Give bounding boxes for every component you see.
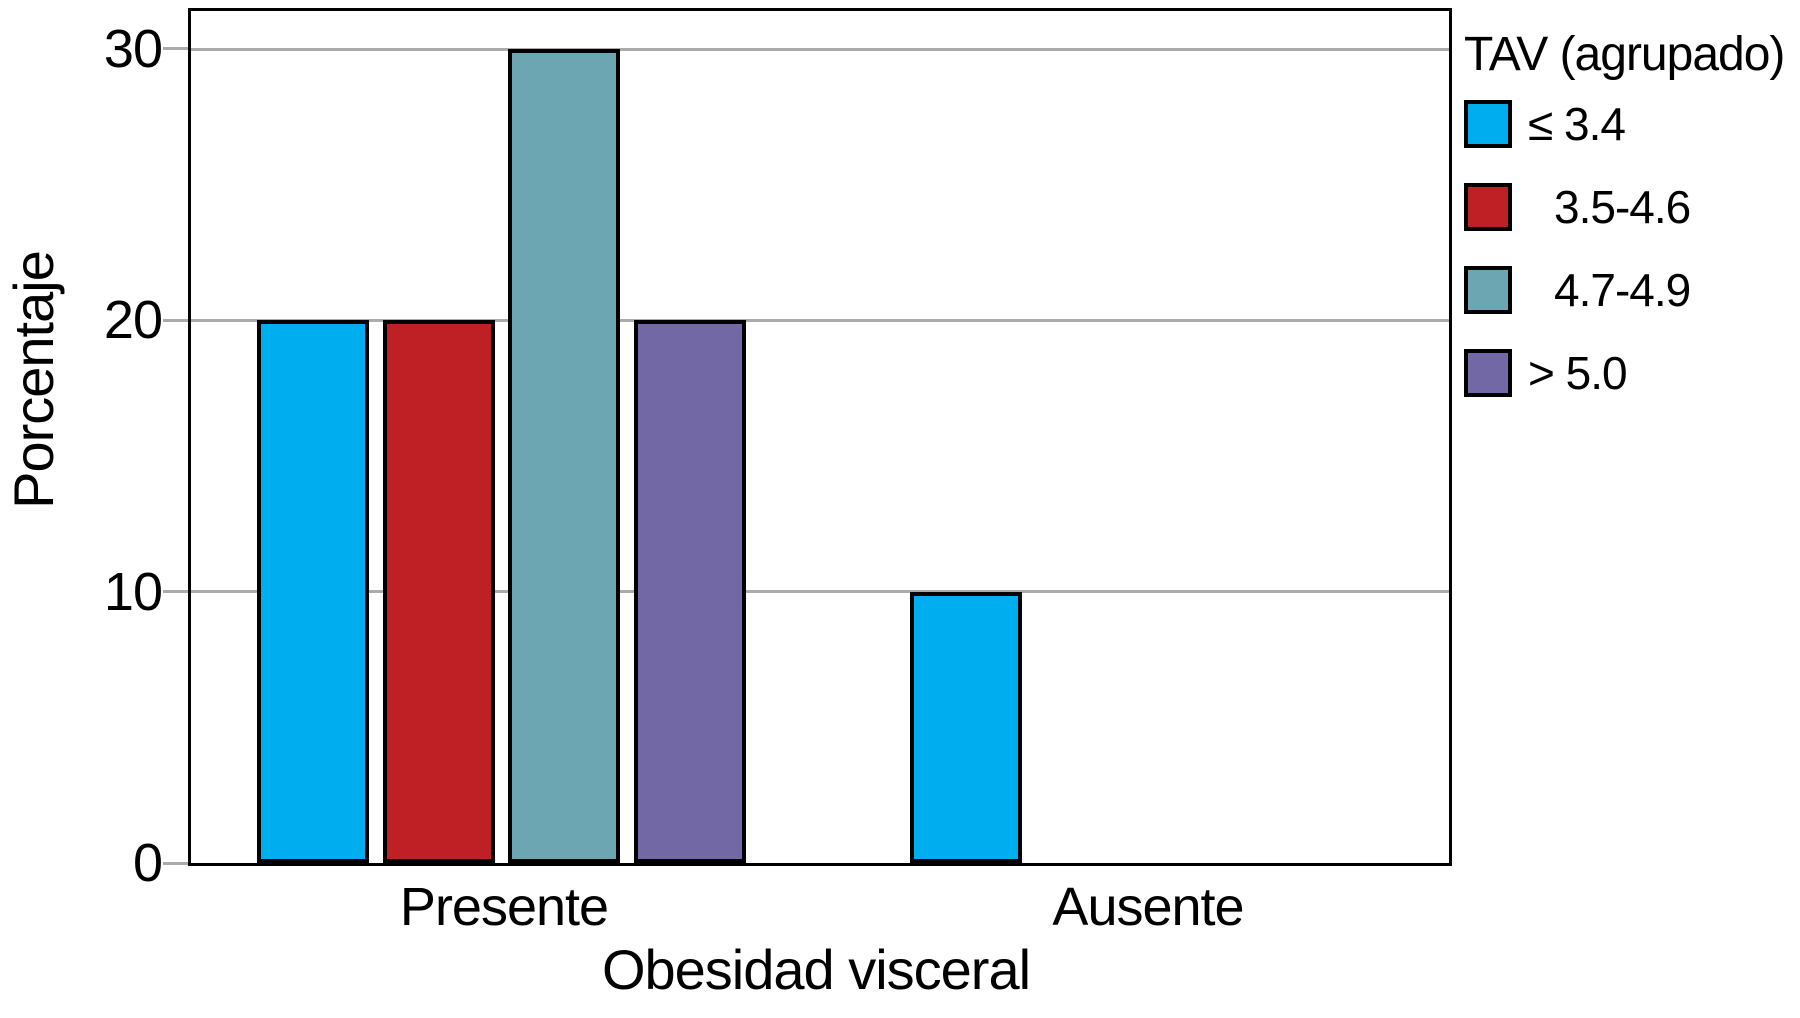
legend-swatch <box>1464 266 1512 314</box>
y-tick-0 <box>163 861 188 865</box>
bar-presente-1 <box>382 320 495 863</box>
bar-presente-0 <box>257 320 369 863</box>
legend-item: 3.5-4.6 <box>1464 181 1691 233</box>
bar-presente-2 <box>508 49 620 863</box>
legend-swatch <box>1464 349 1512 397</box>
y-tick-30 <box>163 47 188 51</box>
legend-swatch <box>1464 100 1512 148</box>
y-tick-label-10: 10 <box>103 561 163 622</box>
gridline-20 <box>191 318 1449 322</box>
x-category-label-presente: Presente <box>399 877 609 937</box>
bar-ausente-0 <box>910 591 1022 863</box>
legend-title: TAV (agrupado) <box>1464 28 1785 81</box>
x-axis-title: Obesidad visceral <box>601 938 1031 1001</box>
gridline-30 <box>191 47 1449 51</box>
legend-item: ≤ 3.4 <box>1464 98 1626 150</box>
y-tick-20 <box>163 318 188 322</box>
legend-item-label: ≤ 3.4 <box>1528 98 1626 150</box>
bar-presente-3 <box>633 320 746 863</box>
legend-item-label: 3.5-4.6 <box>1554 181 1691 233</box>
legend-item-label: > 5.0 <box>1528 347 1628 399</box>
x-category-label-ausente: Ausente <box>1052 877 1244 937</box>
y-axis-title: Porcentaje <box>2 251 65 509</box>
legend-item: 4.7-4.9 <box>1464 264 1691 316</box>
y-tick-10 <box>163 590 188 594</box>
y-tick-label-30: 30 <box>103 18 163 79</box>
legend-item: > 5.0 <box>1464 347 1628 399</box>
legend-swatch <box>1464 183 1512 231</box>
y-tick-label-0: 0 <box>132 833 163 893</box>
legend-item-label: 4.7-4.9 <box>1554 264 1691 316</box>
gridline-10 <box>191 590 1449 594</box>
y-tick-label-20: 20 <box>103 290 163 351</box>
plot-area <box>188 8 1452 866</box>
